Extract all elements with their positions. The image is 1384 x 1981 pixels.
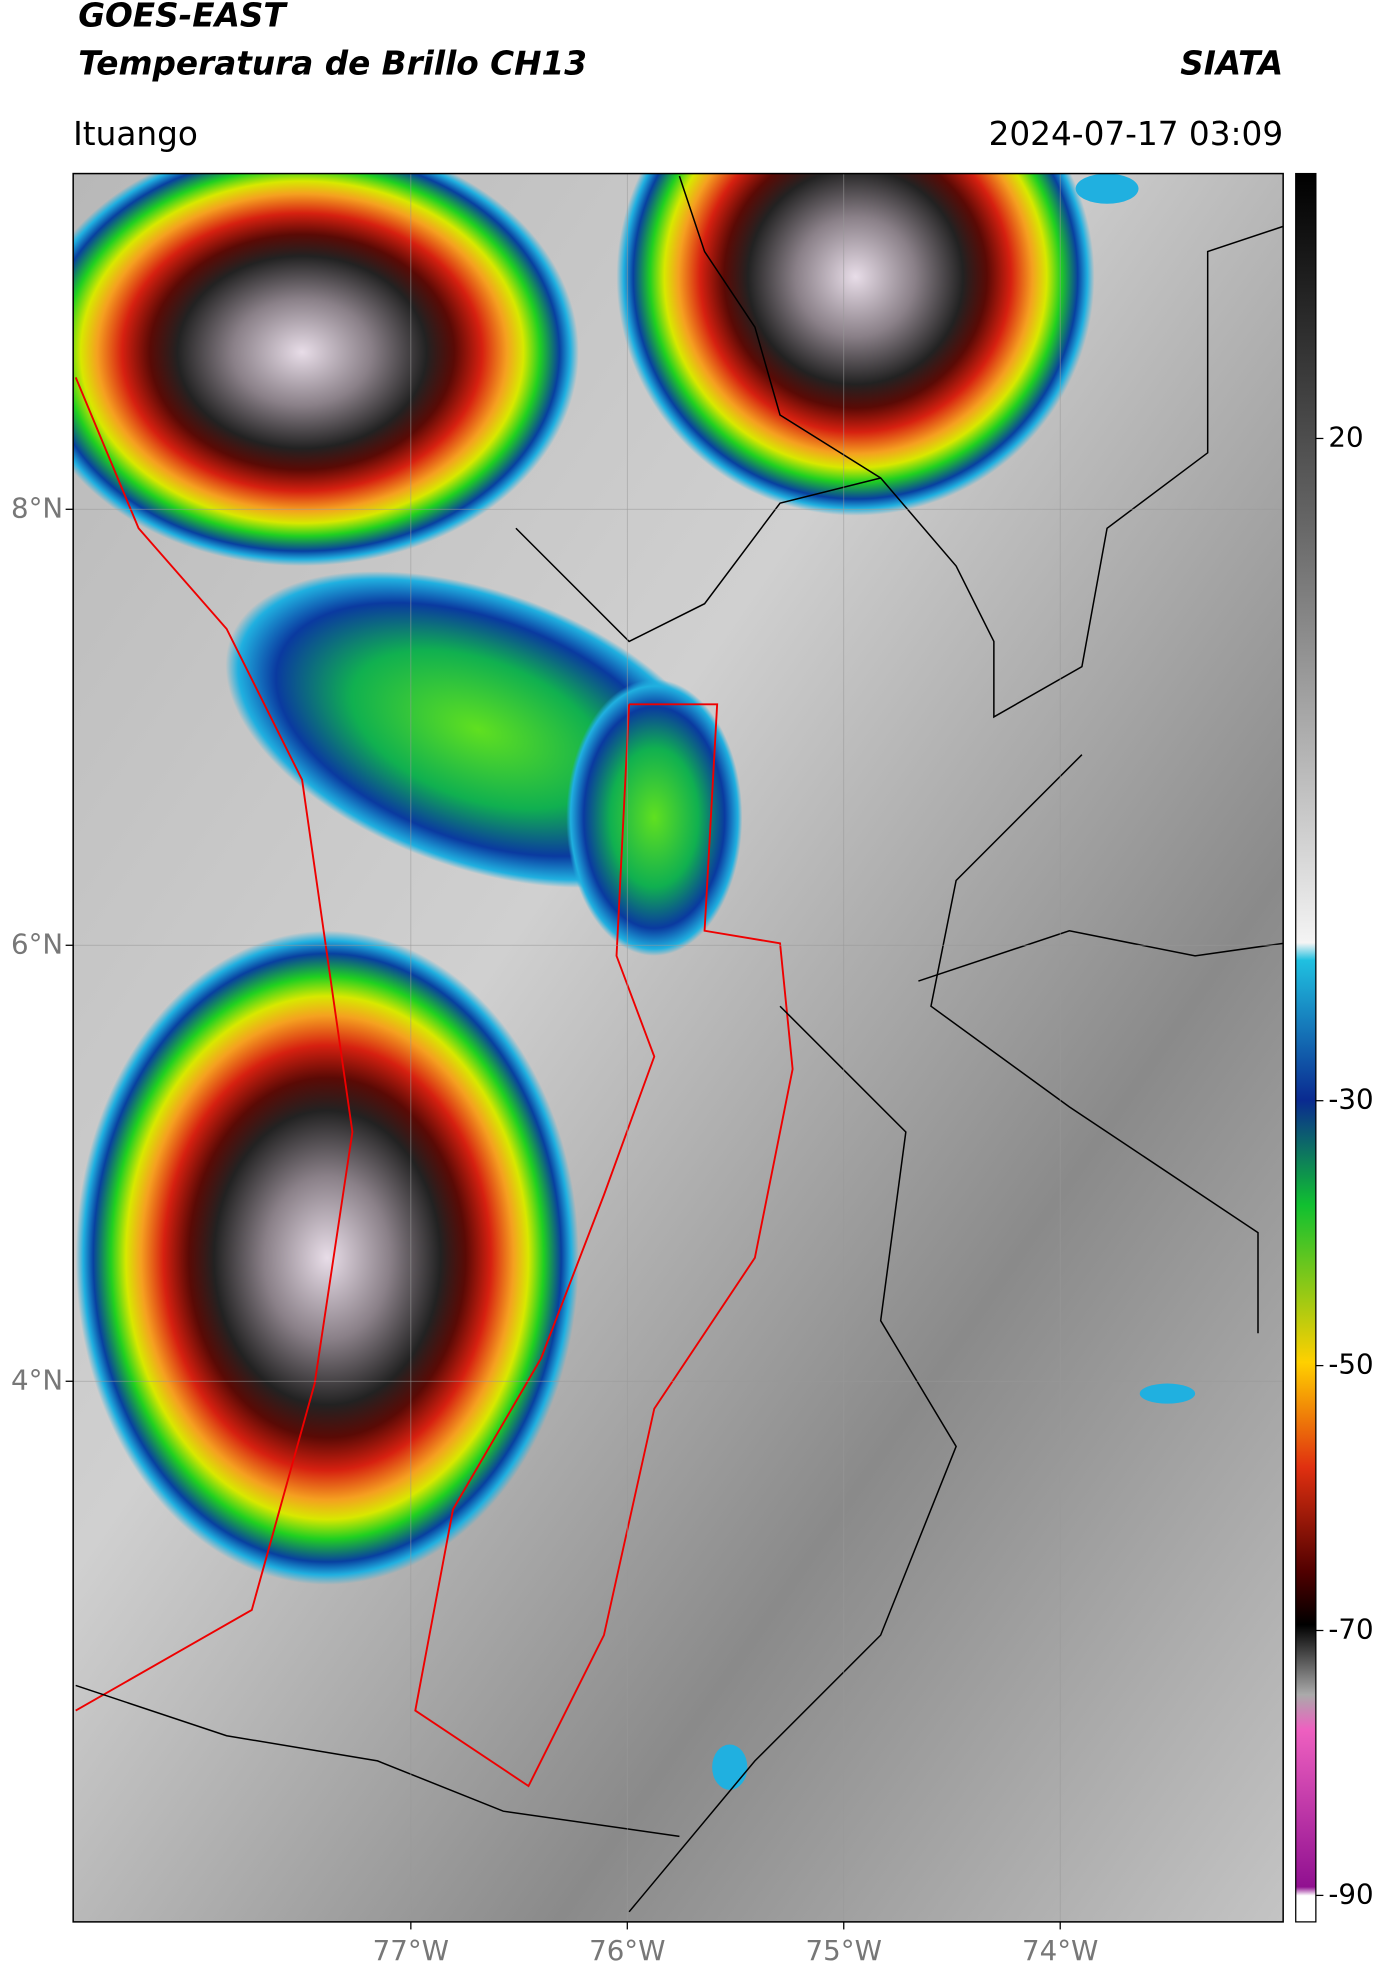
datetime: 2024-07-17 03:09 xyxy=(989,115,1284,153)
y-tick-label: 6°N xyxy=(11,927,63,960)
x-tick-label: 76°W xyxy=(589,1934,665,1967)
colorbar-tick-label: 20 xyxy=(1328,420,1363,453)
title: Temperatura de Brillo CH13 xyxy=(78,44,587,82)
colorbar xyxy=(1295,172,1317,1923)
y-tick-label: 4°N xyxy=(11,1363,63,1396)
title: GOES-EAST xyxy=(78,0,288,35)
source: SIATA xyxy=(1180,44,1283,82)
colorbar-tick-label: -50 xyxy=(1328,1348,1373,1381)
x-tick-label: 75°W xyxy=(806,1934,882,1967)
x-tick-label: 77°W xyxy=(373,1934,449,1967)
map-frame xyxy=(72,172,1284,1923)
colorbar-tick-label: -90 xyxy=(1328,1877,1373,1910)
y-tick-label: 8°N xyxy=(11,491,63,524)
map-image xyxy=(73,173,1284,1922)
colorbar-tick-label: -30 xyxy=(1328,1083,1373,1116)
x-tick-label: 74°W xyxy=(1022,1934,1098,1967)
colorbar-tick-label: -70 xyxy=(1328,1612,1373,1645)
location: Ituango xyxy=(73,115,198,153)
